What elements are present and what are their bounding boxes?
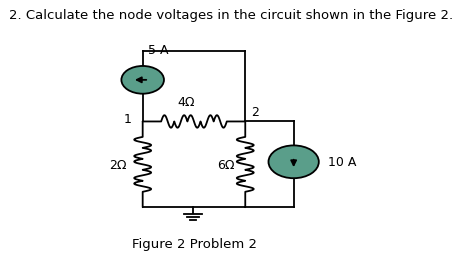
- Text: 10 A: 10 A: [328, 156, 357, 169]
- Circle shape: [268, 146, 319, 179]
- Text: 2: 2: [251, 105, 259, 118]
- Text: 2. Calculate the node voltages in the circuit shown in the Figure 2.: 2. Calculate the node voltages in the ci…: [9, 9, 453, 22]
- Text: 5 A: 5 A: [148, 44, 168, 57]
- Text: 6Ω: 6Ω: [217, 158, 235, 171]
- Text: Figure 2 Problem 2: Figure 2 Problem 2: [132, 237, 257, 250]
- Text: 2Ω: 2Ω: [109, 158, 126, 171]
- Circle shape: [121, 67, 164, 94]
- Text: 4Ω: 4Ω: [177, 95, 195, 108]
- Text: 1: 1: [123, 113, 131, 126]
